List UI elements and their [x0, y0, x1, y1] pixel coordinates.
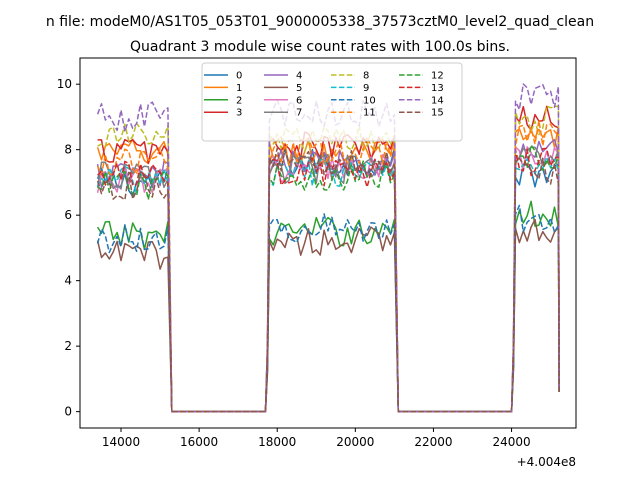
- legend-label-5: 5: [296, 83, 302, 94]
- y-tick-label: 4: [64, 274, 72, 288]
- y-tick-label: 10: [57, 77, 72, 91]
- legend-label-10: 10: [363, 95, 376, 106]
- legend-label-3: 3: [236, 108, 242, 119]
- plot-frame: [79, 57, 577, 429]
- series-line-12: [97, 144, 560, 413]
- figure-suptitle: n file: modeM0/AS1T05_053T01_9000005338_…: [46, 14, 594, 30]
- x-tick-label: 18000: [258, 435, 296, 449]
- x-tick-label: 24000: [492, 435, 530, 449]
- chart-title: Quadrant 3 module wise count rates with …: [130, 39, 510, 55]
- y-tick-label: 6: [64, 208, 72, 222]
- legend-label-4: 4: [296, 71, 302, 82]
- y-tick-label: 0: [64, 405, 72, 419]
- x-axis: 14000 16000 18000 20000 22000 24000: [102, 428, 531, 449]
- x-tick-label: 20000: [336, 435, 374, 449]
- legend-label-0: 0: [236, 71, 242, 82]
- legend-label-2: 2: [236, 95, 242, 106]
- legend-label-11: 11: [363, 108, 376, 119]
- legend-label-1: 1: [236, 83, 242, 94]
- y-axis: 0 2 4 6 8 10: [57, 77, 80, 419]
- y-tick-label: 8: [64, 143, 72, 157]
- legend-label-15: 15: [431, 108, 444, 119]
- x-tick-label: 14000: [102, 435, 140, 449]
- x-tick-label: 16000: [180, 435, 218, 449]
- legend-label-8: 8: [363, 71, 369, 82]
- y-tick-label: 2: [64, 339, 72, 353]
- legend-label-12: 12: [431, 71, 444, 82]
- legend-label-7: 7: [296, 108, 302, 119]
- legend-label-9: 9: [363, 83, 369, 94]
- series-line-15: [96, 147, 560, 413]
- x-offset-label: +4.004e8: [517, 455, 576, 469]
- legend-label-6: 6: [296, 95, 302, 106]
- legend-box: [201, 62, 463, 142]
- legend-label-14: 14: [431, 95, 444, 106]
- legend-label-13: 13: [431, 83, 444, 94]
- x-tick-label: 22000: [414, 435, 452, 449]
